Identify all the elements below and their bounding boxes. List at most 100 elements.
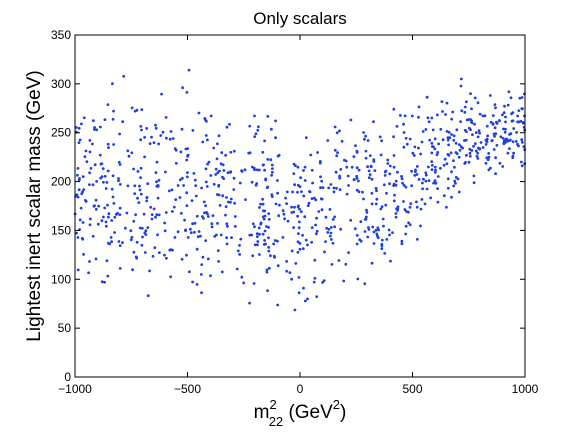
scatter-point: [112, 202, 116, 205]
scatter-point: [82, 253, 85, 256]
scatter-point: [375, 197, 379, 201]
scatter-point: [171, 210, 174, 213]
scatter-point: [476, 101, 480, 105]
scatter-point: [457, 190, 461, 194]
x-tick-label: −1000: [58, 382, 92, 396]
scatter-point: [225, 242, 229, 246]
scatter-point: [372, 230, 376, 234]
scatter-point: [379, 153, 383, 157]
scatter-point: [371, 225, 375, 229]
scatter-point: [353, 227, 357, 231]
scatter-point: [150, 213, 154, 217]
scatter-point: [310, 240, 314, 244]
scatter-point: [408, 223, 412, 227]
scatter-point: [74, 126, 78, 129]
scatter-point: [422, 177, 425, 181]
scatter-point: [136, 170, 140, 173]
scatter-point: [433, 179, 437, 183]
scatter-point: [404, 232, 408, 236]
scatter-point: [488, 94, 492, 97]
y-tick-label: 50: [58, 321, 72, 335]
scatter-point: [185, 253, 188, 257]
y-axis-label: Lightest inert scalar mass (GeV): [24, 70, 45, 341]
scatter-point: [436, 175, 440, 178]
scatter-point: [396, 170, 399, 174]
scatter-point: [431, 128, 435, 132]
scatter-point: [250, 180, 254, 184]
scatter-point: [387, 228, 391, 232]
scatter-point: [200, 291, 203, 295]
scatter-point: [304, 238, 308, 242]
scatter-point: [394, 215, 398, 219]
scatter-point: [436, 200, 440, 204]
scatter-point: [445, 101, 449, 105]
scatter-point: [204, 239, 208, 243]
scatter-point: [340, 139, 344, 143]
scatter-point: [191, 280, 195, 284]
scatter-point: [209, 274, 212, 278]
x-tick-label: −500: [174, 382, 201, 396]
scatter-point: [497, 119, 501, 122]
scatter-point: [76, 167, 80, 170]
scatter-point: [229, 200, 232, 204]
scatter-point: [402, 200, 405, 203]
scatter-point: [97, 204, 101, 208]
scatter-point: [293, 205, 296, 209]
scatter-point: [388, 182, 391, 186]
scatter-point: [339, 227, 343, 231]
scatter-point: [93, 128, 96, 131]
scatter-point: [266, 158, 270, 161]
scatter-point: [386, 162, 390, 165]
scatter-point: [76, 173, 79, 177]
scatter-point: [504, 115, 507, 119]
scatter-point: [392, 199, 396, 203]
scatter-point: [96, 222, 100, 226]
scatter-point: [498, 161, 502, 165]
scatter-point: [365, 208, 368, 212]
scatter-point: [252, 282, 256, 285]
scatter-point: [212, 182, 216, 186]
scatter-point: [100, 219, 104, 223]
scatter-point: [298, 247, 302, 251]
scatter-point: [224, 213, 227, 217]
scatter-point: [92, 204, 96, 208]
scatter-point: [209, 174, 213, 177]
scatter-point: [332, 190, 336, 194]
scatter-point: [185, 204, 189, 208]
scatter-point: [355, 174, 359, 178]
scatter-point: [224, 205, 228, 209]
scatter-point: [150, 135, 153, 139]
scatter-point: [217, 134, 221, 138]
scatter-point: [303, 165, 307, 169]
scatter-point: [270, 127, 273, 131]
scatter-point: [297, 226, 301, 230]
scatter-point: [139, 138, 143, 142]
scatter-point: [210, 225, 214, 229]
scatter-point: [285, 190, 289, 194]
scatter-point: [143, 155, 147, 159]
x-axis-label-sup: 2: [269, 397, 276, 412]
scatter-point: [487, 155, 491, 159]
scatter-point: [78, 177, 81, 180]
x-axis-label-sub: 22: [269, 414, 283, 429]
scatter-point: [95, 128, 99, 132]
scatter-point: [238, 181, 242, 185]
scatter-point: [405, 142, 409, 146]
scatter-point: [186, 153, 190, 157]
scatter-point: [81, 190, 84, 194]
scatter-point: [491, 114, 495, 117]
x-axis-label-unit-sup: 2: [333, 397, 340, 412]
scatter-point: [158, 251, 161, 255]
scatter-point: [126, 184, 130, 188]
scatter-point: [329, 231, 333, 235]
scatter-point: [253, 114, 256, 118]
scatter-point: [508, 133, 511, 136]
scatter-point: [481, 146, 485, 149]
scatter-point: [473, 142, 477, 146]
scatter-point: [428, 138, 432, 142]
scatter-point: [306, 204, 310, 208]
scatter-point: [326, 139, 330, 142]
scatter-point: [169, 130, 173, 133]
scatter-point: [457, 143, 461, 147]
